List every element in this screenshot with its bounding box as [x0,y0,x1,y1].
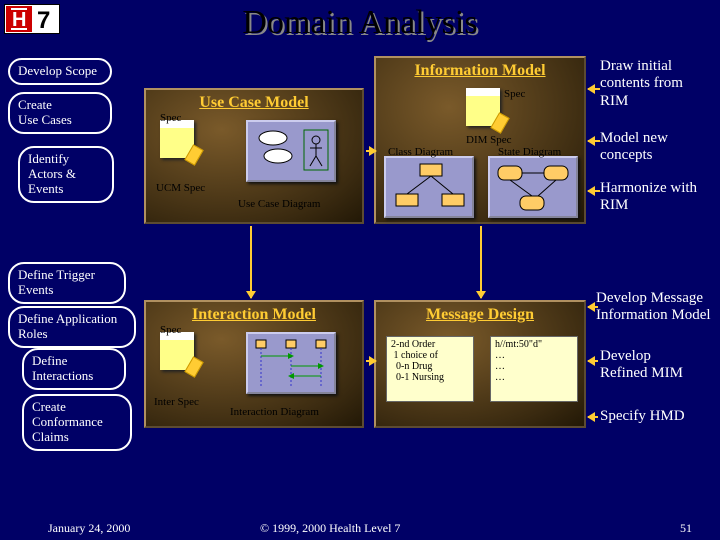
spec-icon [160,120,194,158]
spec-label: Spec [504,88,525,100]
side-note: Draw initial contents from RIM [600,58,683,110]
usecase-diagram-label: Use Case Diagram [238,198,320,210]
step-button[interactable]: Identify Actors & Events [18,146,114,203]
class-diagram-label: Class Diagram [388,146,453,158]
state-diagram-label: State Diagram [498,146,561,158]
footer-date: January 24, 2000 [48,521,130,536]
arrow-note-6 [588,416,598,418]
arrow-usecase-to-interaction [250,226,252,298]
usecase-diagram-icon [246,120,336,182]
step-button[interactable]: Create Conformance Claims [22,394,132,451]
panel-title: Interaction Model [146,306,362,324]
ucm-spec-label: UCM Spec [156,182,205,194]
panel-title: Information Model [376,62,584,80]
spec-label: Spec [160,324,181,336]
side-note: Specify HMD [600,408,685,425]
interaction-diagram-icon [246,332,336,394]
panel-information-model: Information Model Spec DIM Spec Class Di… [374,56,586,224]
spec-icon [466,88,500,126]
class-diagram-icon [384,156,474,218]
interaction-diagram-label: Interaction Diagram [230,406,319,418]
page-title: Domain Analysis [0,4,720,42]
side-note: Harmonize with RIM [600,180,697,215]
arrow-note-1 [588,88,600,90]
step-button[interactable]: Develop Scope [8,58,112,85]
footer-copyright: © 1999, 2000 Health Level 7 [260,521,400,536]
side-note: Model new concepts [600,130,668,165]
step-button[interactable]: Create Use Cases [8,92,112,134]
panel-title: Use Case Model [146,94,362,112]
panel-message-design: Message Design 2-nd Order 1 choice of 0-… [374,300,586,428]
panel-title: Message Design [376,306,584,324]
arrow-interaction-to-message [366,360,376,362]
dim-spec-label: DIM Spec [466,134,512,146]
footer-page: 51 [680,521,692,536]
spec-label: Spec [160,112,181,124]
message-box-2: h//mt:50"d"……… [490,336,578,402]
step-button[interactable]: Define Trigger Events [8,262,126,304]
arrow-info-to-message [480,226,482,298]
spec-icon [160,332,194,370]
step-button[interactable]: Define Application Roles [8,306,136,348]
arrow-note-4 [588,306,598,308]
side-note: Develop Refined MIM [600,348,683,383]
panel-interaction-model: Interaction Model Spec Inter Spec Intera… [144,300,364,428]
message-box-1: 2-nd Order 1 choice of 0-n Drug 0-1 Nurs… [386,336,474,402]
arrow-note-2 [588,140,600,142]
state-diagram-icon [488,156,578,218]
arrow-note-3 [588,190,600,192]
step-button[interactable]: Define Interactions [22,348,126,390]
inter-spec-label: Inter Spec [154,396,199,408]
panel-usecase-model: Use Case Model Spec UCM Spec Use Case Di… [144,88,364,224]
side-note: Develop Message Information Model [596,290,711,325]
arrow-note-5 [588,360,598,362]
arrow-usecase-to-info [366,150,376,152]
